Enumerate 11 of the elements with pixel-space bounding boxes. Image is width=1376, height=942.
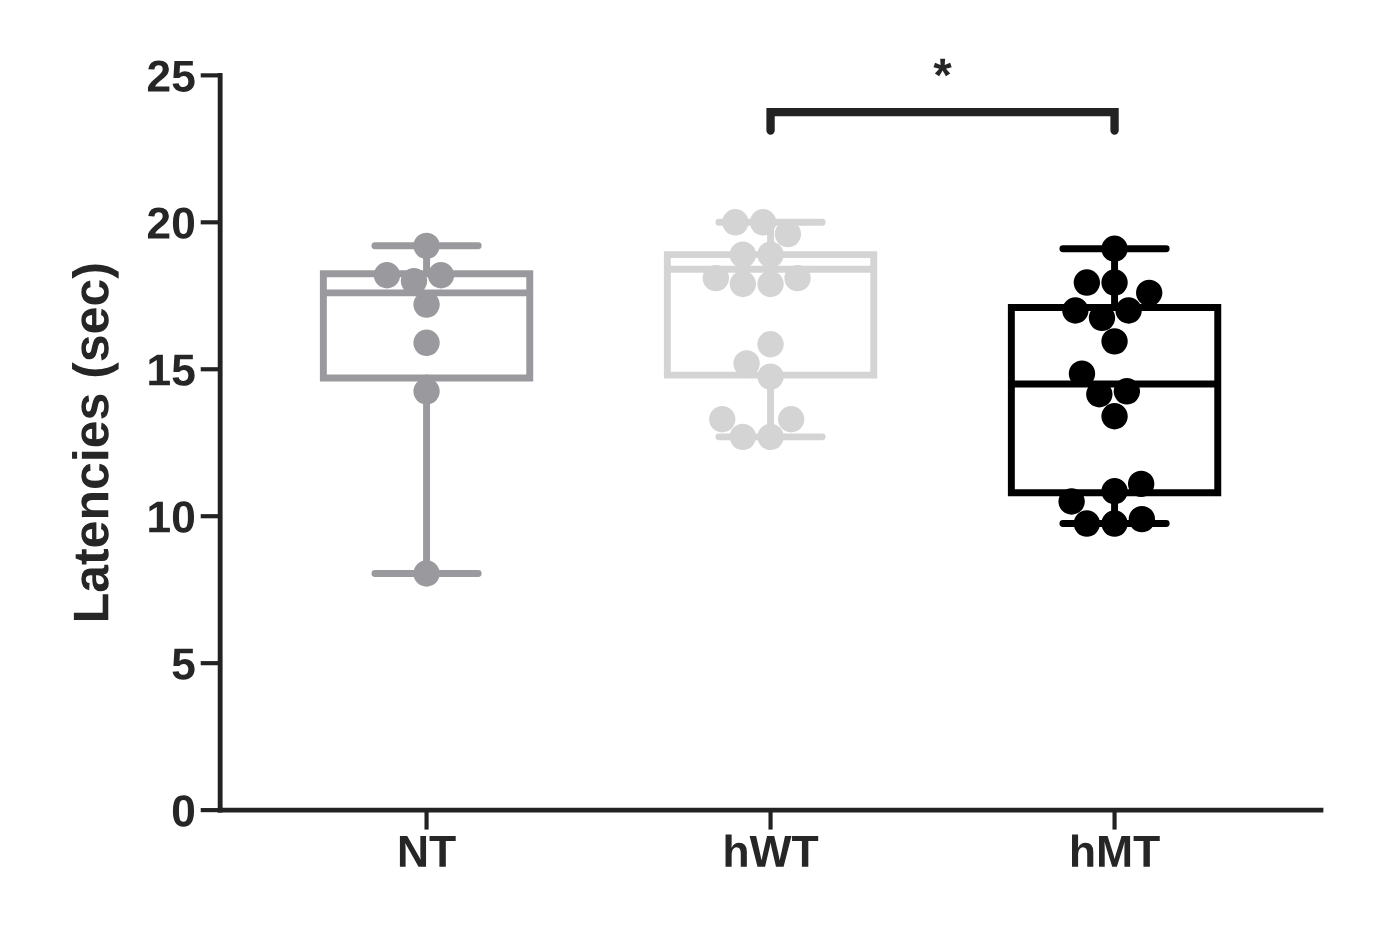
y-tick-label: 25 <box>147 60 195 92</box>
y-tick-label: 15 <box>149 354 195 386</box>
y-axis-title: Latencies (sec) <box>72 264 119 621</box>
x-tick-label: hWT <box>725 834 819 867</box>
y-tick-label: 0 <box>172 795 195 827</box>
y-tick-label: 5 <box>172 648 195 680</box>
x-tick-label: NT <box>399 836 456 867</box>
y-tick-label: 10 <box>149 501 195 533</box>
y-tick-label: 20 <box>147 207 195 239</box>
x-tick-label: hMT <box>1072 834 1160 867</box>
annotation: * <box>933 58 952 77</box>
